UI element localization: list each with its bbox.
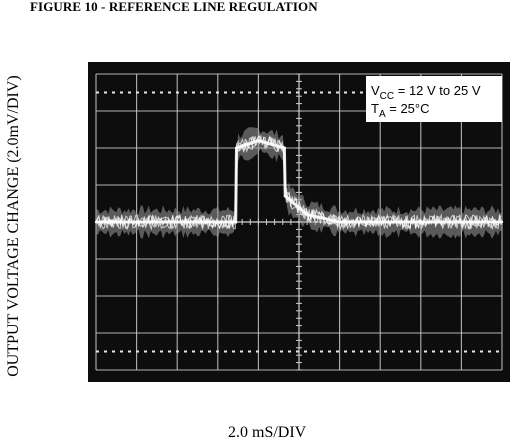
trace-point-8 [283,194,287,198]
oscilloscope-screen: VCC = 12 V to 25 V TA = 25°C [88,62,510,382]
badge-line-ta: TA = 25°C [371,101,430,120]
trace-point-11 [419,220,422,224]
figure-title: FIGURE 10 - REFERENCE LINE REGULATION [30,0,318,14]
badge-background [366,76,502,122]
trace-point-7 [283,146,286,150]
trace-point-12 [500,220,504,224]
trace-glow [96,127,502,239]
trace-point-5 [235,146,238,150]
trace-point-6 [257,139,260,142]
trace-point-2 [176,220,179,224]
y-axis-label: OUTPUT VOLTAGE CHANGE (2.0mV/DIV) [2,16,24,436]
trace-point-4 [234,220,237,224]
trace-point-10 [338,220,341,224]
trace-point-3 [216,220,219,224]
trace-point-1 [135,220,138,224]
trace [94,127,504,239]
conditions-badge: VCC = 12 V to 25 V TA = 25°C [366,76,502,122]
y-axis-label-text: OUTPUT VOLTAGE CHANGE (2.0mV/DIV) [5,75,22,377]
x-axis-label: 2.0 mS/DIV [228,424,307,441]
badge-line-vcc: VCC = 12 V to 25 V [371,83,481,102]
trace-point-0 [94,220,98,224]
oscilloscope-plot: VCC = 12 V to 25 V TA = 25°C [88,62,510,382]
trace-point-9 [305,213,309,216]
